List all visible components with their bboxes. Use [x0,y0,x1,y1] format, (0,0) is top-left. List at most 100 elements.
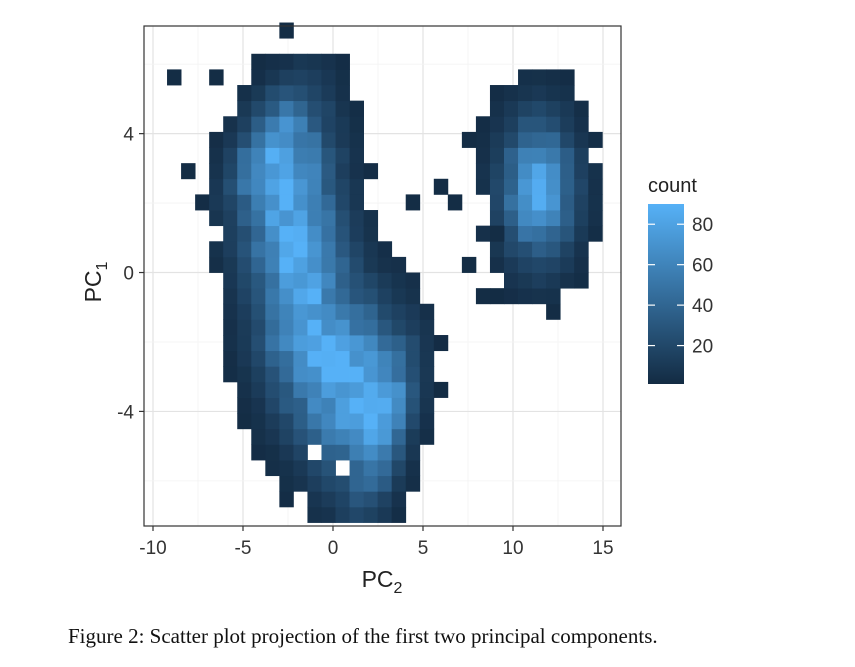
heatmap-tile [349,178,364,195]
heatmap-tile [307,397,322,414]
heatmap-tile [433,178,449,195]
x-axis: -10 -5 0 5 10 15 [139,526,614,559]
heatmap-tile [279,335,294,352]
heatmap-tile [560,147,575,164]
heatmap-tile [265,53,280,70]
heatmap-tile [546,210,561,227]
heatmap-tile [223,225,238,242]
heatmap-tile [546,100,561,117]
heatmap-tile [391,381,407,398]
heatmap-tile [251,241,266,258]
heatmap-tile [321,288,336,305]
heatmap-tile [349,131,364,148]
heatmap-tile [349,350,364,367]
heatmap-tile [489,85,505,102]
heatmap-tile [518,241,533,258]
heatmap-tile [504,131,519,148]
y-axis-title-base: PC [80,270,106,302]
heatmap-tile [489,116,505,133]
heatmap-tile [377,256,393,273]
heatmap-tile [349,428,364,445]
x-axis-title-subscript: 2 [394,580,403,597]
heatmap-tile [209,147,224,164]
heatmap-tile [518,131,533,148]
heatmap-tile [363,350,379,367]
heatmap-tile [574,272,589,289]
heatmap-tile [391,444,407,461]
heatmap-tile [279,256,294,273]
heatmap-tile [321,69,336,86]
heatmap-tile [504,100,519,117]
heatmap-tile [504,241,519,258]
heatmap-tile [560,272,575,289]
heatmap-tile [405,397,421,414]
x-axis-title: PC2 [362,566,403,597]
heatmap-tile [251,303,266,320]
heatmap-tile [321,366,336,383]
heatmap-tile [546,116,561,133]
heatmap-tile [349,116,364,133]
heatmap-tile [349,366,364,383]
heatmap-tile [405,366,421,383]
heatmap-tile [532,116,547,133]
heatmap-tile [251,444,266,461]
heatmap-tile [251,256,266,273]
heatmap-tile [167,69,182,86]
heatmap-tile [293,241,308,258]
heatmap-tile [532,288,547,305]
heatmap-tile [363,491,379,508]
heatmap-tile [518,85,533,102]
heatmap-tile [532,100,547,117]
heatmap-tile [504,194,519,211]
heatmap-tile [405,460,421,477]
heatmap-tile [335,131,350,148]
heatmap-tile [251,272,266,289]
heatmap-tile [335,413,350,430]
heatmap-tile [335,335,350,352]
heatmap-tile [307,194,322,211]
heatmap-tile [237,194,252,211]
heatmap-tile [335,178,350,195]
heatmap-tile [279,288,294,305]
heatmap-tile [237,225,252,242]
heatmap-tile [335,194,350,211]
heatmap-tile [419,428,435,445]
heatmap-tile [489,225,505,242]
heatmap-tile [504,116,519,133]
heatmap-tile [377,444,393,461]
heatmap-tile [307,147,322,164]
heatmap-tile [237,397,252,414]
heatmap-tile [588,225,603,242]
heatmap-tile [532,147,547,164]
heatmap-tile [293,444,308,461]
heatmap-tile [237,350,252,367]
heatmap-tile [363,163,379,180]
heatmap-tile [307,335,322,352]
heatmap-tile [237,272,252,289]
heatmap-tile [209,194,224,211]
heatmap-tile [363,506,379,523]
heatmap-tile [349,288,364,305]
heatmap-tile [546,131,561,148]
x-axis-title-base: PC [362,566,394,592]
heatmap-tile [223,194,238,211]
heatmap-tile [475,288,491,305]
heatmap-tile [279,428,294,445]
heatmap-tile [307,53,322,70]
heatmap-tile [321,178,336,195]
heatmap-tile [223,288,238,305]
heatmap-tile [560,194,575,211]
heatmap-tile [293,381,308,398]
heatmap-tile [279,272,294,289]
heatmap-tile [265,194,280,211]
heatmap-tile [293,131,308,148]
heatmap-tile [588,131,603,148]
heatmap-tile [377,381,393,398]
heatmap-tile [335,303,350,320]
heatmap-tile [237,163,252,180]
heatmap-tile [363,288,379,305]
heatmap-tile [307,225,322,242]
plot-border [143,25,622,527]
heatmap-tile [489,241,505,258]
heatmap-tile [223,319,238,336]
